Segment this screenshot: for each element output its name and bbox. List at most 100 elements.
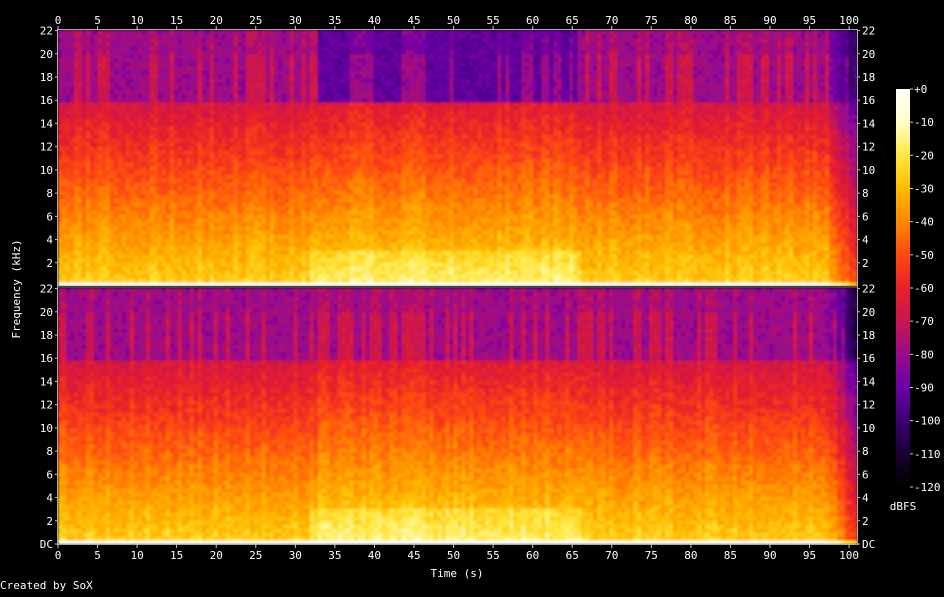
- x-tick-label: 95: [803, 549, 816, 562]
- x-axis-label: Time (s): [431, 567, 484, 580]
- colorbar-gradient: [896, 89, 910, 487]
- x-tick-label: 85: [724, 549, 737, 562]
- x-tick-label: 15: [170, 14, 183, 27]
- x-tick-label: 40: [368, 14, 381, 27]
- colorbar-tick-label: +0: [914, 83, 927, 96]
- y-tick-label: 20: [862, 306, 875, 319]
- colorbar-tick-label: -60: [914, 282, 934, 295]
- y-tick-label: 12: [40, 399, 53, 412]
- x-tick-label: 80: [684, 549, 697, 562]
- x-tick-label: 25: [249, 549, 262, 562]
- y-tick-label: 20: [40, 306, 53, 319]
- colorbar-tick-label: -40: [914, 216, 934, 229]
- x-tick-label: 30: [289, 14, 302, 27]
- x-tick-label: 45: [407, 14, 420, 27]
- y-tick-label: 8: [46, 187, 53, 200]
- x-tick-label: 0: [55, 549, 62, 562]
- y-tick-label: 18: [862, 329, 875, 342]
- y-tick-label: DC: [40, 538, 53, 551]
- y-tick-label: 6: [862, 468, 869, 481]
- y-tick-label: 12: [862, 399, 875, 412]
- y-tick-label: 20: [862, 48, 875, 61]
- y-tick-label: 14: [40, 375, 54, 388]
- x-tick-label: 20: [210, 549, 223, 562]
- colorbar-tick-label: -120: [914, 481, 941, 494]
- colorbar-tick-label: -10: [914, 116, 934, 129]
- y-tick-label: 4: [46, 234, 53, 247]
- colorbar-tick-label: -80: [914, 348, 934, 361]
- y-tick-label: 14: [40, 117, 54, 130]
- x-tick-label: 50: [447, 14, 460, 27]
- x-tick-label: 40: [368, 549, 381, 562]
- x-tick-label: 75: [645, 14, 658, 27]
- x-tick-label: 35: [328, 549, 341, 562]
- colorbar-tick-label: -110: [914, 448, 941, 461]
- x-tick-label: 90: [763, 549, 776, 562]
- y-tick-label: 22: [40, 25, 53, 38]
- y-tick-label: 22: [862, 283, 875, 296]
- y-tick-label: 16: [40, 352, 53, 365]
- y-tick-label: 4: [862, 492, 869, 505]
- y-tick-label: 4: [862, 234, 869, 247]
- colorbar-tick-label: -100: [914, 415, 941, 428]
- y-tick-label: 14: [862, 375, 876, 388]
- y-tick-label: 18: [40, 71, 53, 84]
- y-tick-label: 14: [862, 117, 876, 130]
- x-tick-label: 60: [526, 14, 539, 27]
- y-tick-label: 6: [862, 210, 869, 223]
- x-tick-label: 70: [605, 549, 618, 562]
- x-tick-label: 0: [55, 14, 62, 27]
- colorbar-tick-label: -20: [914, 149, 934, 162]
- x-tick-label: 100: [839, 549, 859, 562]
- x-tick-label: 65: [566, 549, 579, 562]
- x-tick-label: 35: [328, 14, 341, 27]
- x-tick-label: 60: [526, 549, 539, 562]
- colorbar-tick-label: -70: [914, 315, 934, 328]
- y-tick-label: 8: [46, 445, 53, 458]
- y-tick-label: 2: [862, 515, 869, 528]
- y-tick-label: 12: [40, 141, 53, 154]
- colorbar-tick-label: -50: [914, 249, 934, 262]
- x-tick-label: 5: [94, 549, 101, 562]
- colorbar-tick-label: -30: [914, 183, 934, 196]
- y-tick-label: 20: [40, 48, 53, 61]
- x-tick-label: 90: [763, 14, 776, 27]
- x-tick-label: 95: [803, 14, 816, 27]
- y-tick-label: 10: [40, 164, 53, 177]
- x-tick-label: 45: [407, 549, 420, 562]
- x-tick-label: 100: [839, 14, 859, 27]
- x-tick-label: 65: [566, 14, 579, 27]
- y-tick-label: 4: [46, 492, 53, 505]
- y-tick-label: 10: [40, 422, 53, 435]
- y-tick-label: 10: [862, 164, 875, 177]
- y-tick-label: 16: [862, 94, 875, 107]
- y-tick-label: 18: [862, 71, 875, 84]
- y-tick-label: 22: [40, 283, 53, 296]
- spectrogram-channel-1: [58, 30, 858, 287]
- spectrogram-channel-2: [58, 288, 858, 545]
- y-tick-label: 6: [46, 210, 53, 223]
- y-tick-label: 2: [46, 515, 53, 528]
- y-tick-label: DC: [862, 538, 875, 551]
- x-tick-label: 10: [130, 14, 143, 27]
- x-tick-label: 5: [94, 14, 101, 27]
- x-tick-label: 50: [447, 549, 460, 562]
- y-tick-label: 8: [862, 445, 869, 458]
- y-tick-label: 2: [46, 257, 53, 270]
- y-tick-label: 22: [862, 25, 875, 38]
- x-tick-label: 10: [130, 549, 143, 562]
- x-tick-label: 55: [486, 14, 499, 27]
- y-tick-label: 10: [862, 422, 875, 435]
- colorbar-tick-label: -90: [914, 382, 934, 395]
- x-tick-label: 80: [684, 14, 697, 27]
- x-tick-label: 20: [210, 14, 223, 27]
- x-tick-label: 75: [645, 549, 658, 562]
- credit-text: Created by SoX: [0, 579, 93, 592]
- y-tick-label: 16: [862, 352, 875, 365]
- x-tick-label: 85: [724, 14, 737, 27]
- y-tick-label: 6: [46, 468, 53, 481]
- y-tick-label: 18: [40, 329, 53, 342]
- y-tick-label: 8: [862, 187, 869, 200]
